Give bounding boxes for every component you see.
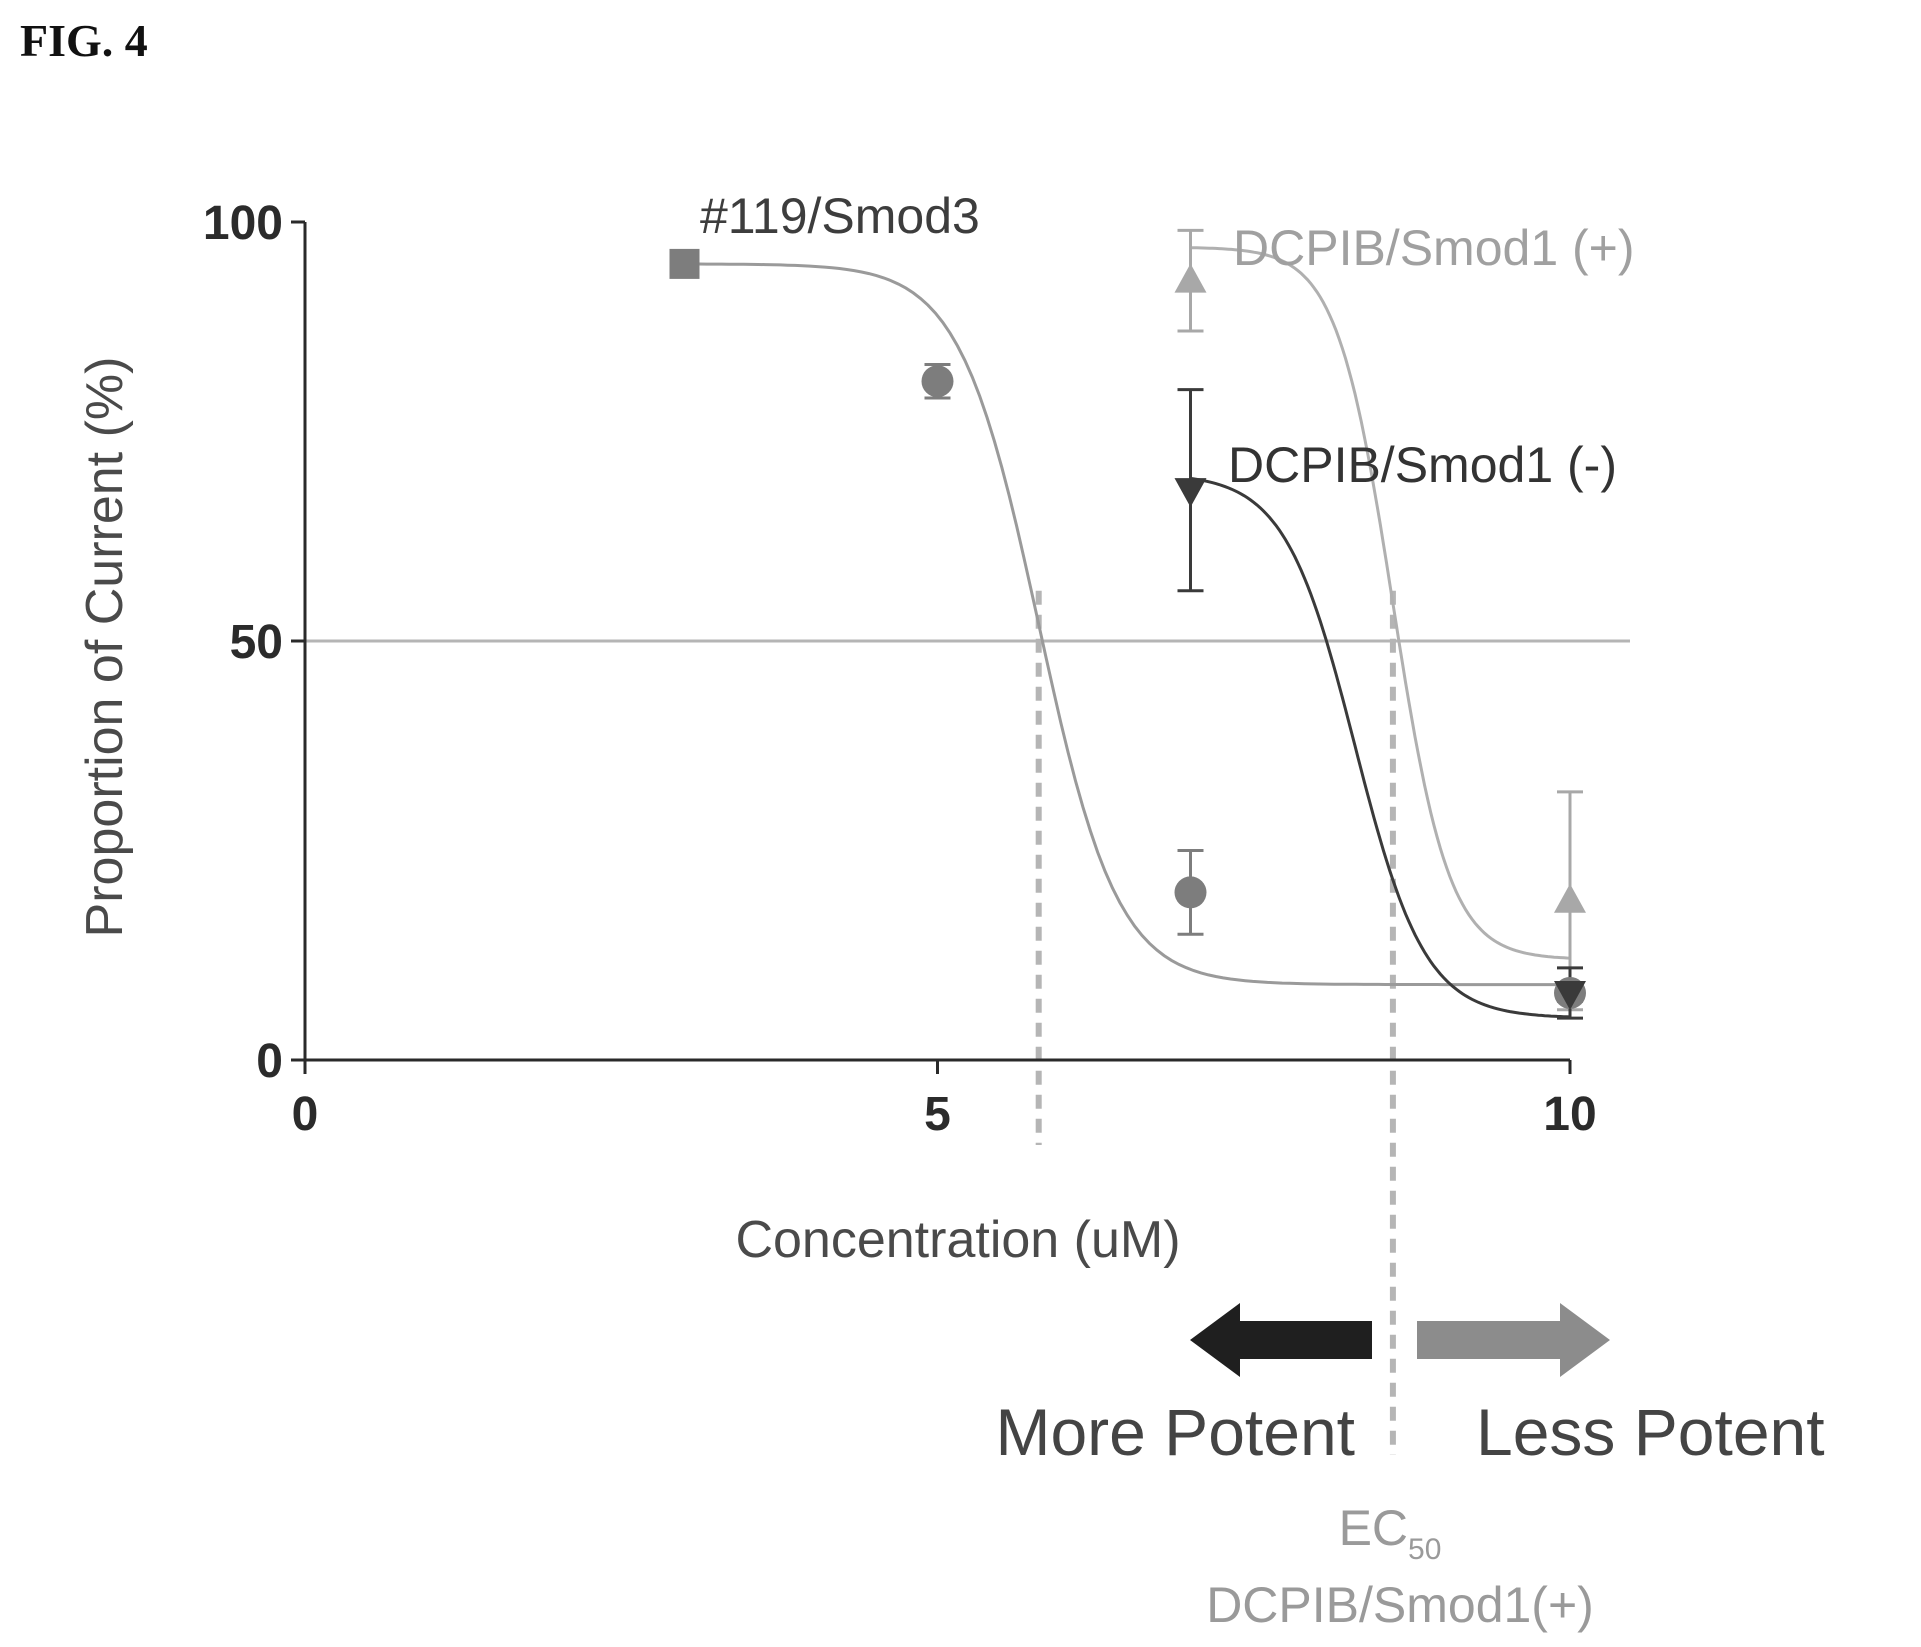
- x-tick-label: 0: [292, 1088, 319, 1141]
- data-point-triangle-up: [1175, 264, 1207, 293]
- ec50-label: EC50: [1339, 1500, 1442, 1566]
- series-label-smod1-plus: DCPIB/Smod1 (+): [1233, 220, 1635, 276]
- series-label-smod1-minus: DCPIB/Smod1 (-): [1228, 437, 1617, 493]
- data-points: [670, 249, 1587, 1010]
- y-tick-label: 0: [256, 1035, 283, 1088]
- curve-smod3: [685, 264, 1571, 985]
- y-axis-label: Proportion of Current (%): [76, 357, 134, 938]
- data-point-circle: [1175, 876, 1207, 908]
- more-potent-arrow: [1190, 1303, 1372, 1377]
- series-label-smod3: #119/Smod3: [700, 188, 980, 244]
- ec50-series-label: DCPIB/Smod1(+): [1206, 1577, 1594, 1633]
- more-potent-label: More Potent: [995, 1395, 1355, 1469]
- data-point-triangle-down: [1175, 478, 1207, 507]
- data-point-square: [670, 249, 700, 279]
- curve-smod1-minus: [1191, 478, 1571, 1017]
- ec50-subscript: 50: [1408, 1533, 1441, 1566]
- fitted-curves: [685, 248, 1571, 1017]
- x-tick-label: 5: [924, 1088, 951, 1141]
- less-potent-arrow: [1417, 1303, 1610, 1377]
- data-point-circle: [922, 365, 954, 397]
- error-bars: [925, 230, 1584, 1018]
- potency-arrows: [1190, 1303, 1610, 1377]
- x-axis-label: Concentration (uM): [735, 1211, 1180, 1269]
- axes: 0 50 100 0 5 10: [203, 197, 1597, 1141]
- y-tick-label: 100: [203, 197, 283, 250]
- data-point-triangle-up: [1554, 884, 1586, 913]
- ec50-main-text: EC: [1339, 1500, 1408, 1556]
- less-potent-label: Less Potent: [1476, 1395, 1825, 1469]
- curve-smod1-plus: [1191, 248, 1571, 958]
- y-tick-label: 50: [230, 616, 283, 669]
- x-tick-label: 10: [1543, 1088, 1596, 1141]
